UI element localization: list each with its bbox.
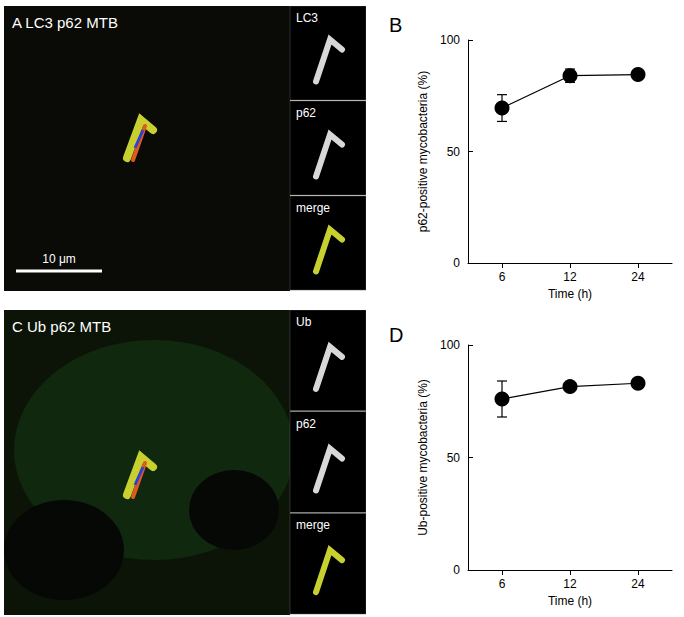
svg-text:24: 24 <box>631 270 645 284</box>
svg-text:LC3: LC3 <box>296 11 318 25</box>
svg-text:Ub: Ub <box>296 315 312 329</box>
svg-text:D: D <box>389 324 403 346</box>
svg-text:Ub-positive mycobacteria (%): Ub-positive mycobacteria (%) <box>416 379 430 536</box>
svg-text:p62: p62 <box>296 106 316 120</box>
svg-text:C Ub p62 MTB: C Ub p62 MTB <box>12 318 111 335</box>
svg-text:24: 24 <box>631 577 645 591</box>
svg-text:50: 50 <box>447 451 461 465</box>
svg-text:A LC3 p62 MTB: A LC3 p62 MTB <box>12 14 118 31</box>
svg-text:6: 6 <box>499 270 506 284</box>
svg-text:merge: merge <box>296 518 330 532</box>
svg-text:Time (h): Time (h) <box>548 594 592 608</box>
svg-text:100: 100 <box>440 33 460 47</box>
svg-text:12: 12 <box>563 270 577 284</box>
svg-text:merge: merge <box>296 201 330 215</box>
svg-text:Time (h): Time (h) <box>548 287 592 301</box>
svg-text:p62: p62 <box>296 417 316 431</box>
svg-text:12: 12 <box>563 577 577 591</box>
svg-text:50: 50 <box>447 145 461 159</box>
svg-text:p62-positive mycobacteria (%): p62-positive mycobacteria (%) <box>416 71 430 232</box>
svg-text:0: 0 <box>453 563 460 577</box>
svg-text:10 μm: 10 μm <box>42 252 76 266</box>
svg-text:6: 6 <box>499 577 506 591</box>
svg-text:100: 100 <box>440 338 460 352</box>
svg-text:B: B <box>389 14 402 36</box>
svg-text:0: 0 <box>453 256 460 270</box>
